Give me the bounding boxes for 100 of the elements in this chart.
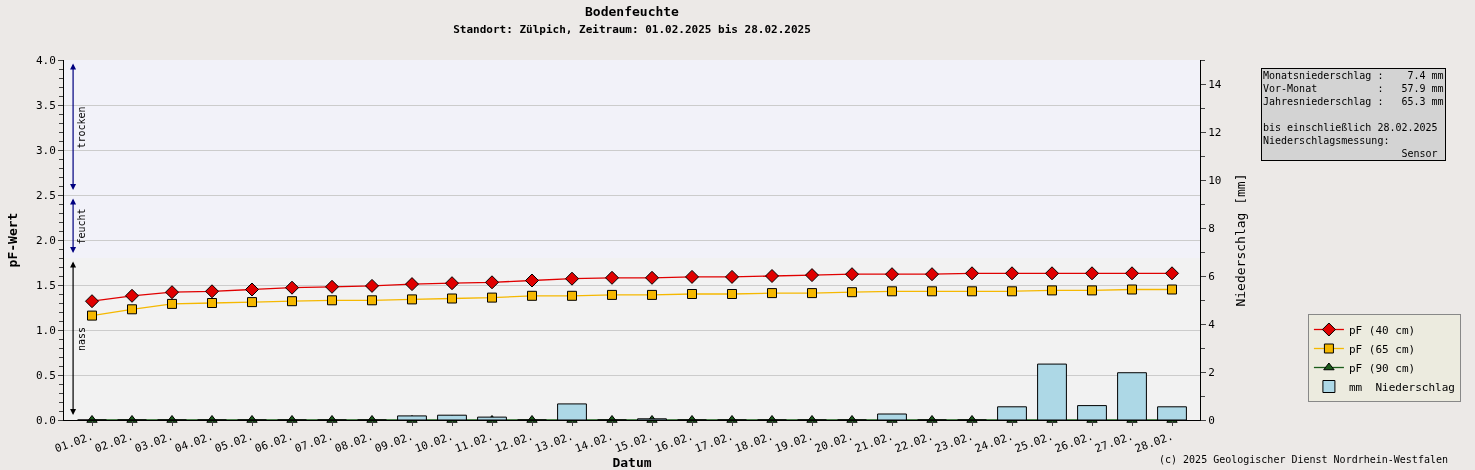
point — [925, 267, 939, 282]
point — [325, 279, 339, 294]
point — [207, 298, 217, 308]
text: (c) 2025 Geologischer Dienst Nordrhein-Westfalen — [1159, 454, 1448, 465]
point — [527, 290, 537, 301]
y-tick-label: 3.0 — [35, 143, 56, 157]
band-label: feucht — [75, 208, 87, 245]
point — [327, 295, 337, 306]
y2-tick-label: 14 — [1208, 77, 1222, 91]
y-tick-label: 1.0 — [35, 323, 56, 337]
y2-tick-label: 0 — [1208, 413, 1215, 427]
x-tick-label: 19.02. — [773, 429, 815, 456]
point — [247, 297, 257, 308]
x-tick-label: 10.02. — [413, 429, 455, 456]
point — [285, 280, 299, 295]
y-tick-label: 2.5 — [35, 188, 56, 202]
point — [87, 310, 97, 321]
y2-tick-label: 12 — [1208, 125, 1222, 139]
x-tick-label: 27.02. — [1093, 429, 1135, 456]
x-tick-label: 25.02. — [1013, 429, 1055, 456]
point — [367, 295, 377, 306]
legend-label: mm Niederschlag — [1348, 380, 1455, 394]
point — [765, 269, 779, 283]
point — [445, 276, 459, 291]
point — [1005, 266, 1019, 281]
x-axis-title: Datum — [612, 455, 652, 470]
point — [607, 289, 617, 300]
point — [1007, 286, 1017, 297]
point — [967, 286, 977, 297]
point — [847, 287, 857, 298]
point — [205, 284, 219, 299]
x-tick-label: 11.02. — [453, 429, 495, 456]
x-tick-label: 20.02. — [813, 429, 855, 456]
point — [685, 269, 699, 284]
point — [125, 288, 139, 303]
point — [565, 271, 579, 286]
x-tick-label: 21.02. — [853, 429, 895, 456]
point — [85, 294, 99, 309]
x-tick-label: 16.02. — [653, 429, 695, 456]
y-tick-label: 0.5 — [35, 368, 56, 382]
x-tick-label: 17.02. — [693, 429, 735, 456]
chart-subtitle: Standort: Zülpich, Zeitraum: 01.02.2025 bis 28.02.2025 — [453, 23, 811, 37]
point — [1167, 284, 1177, 295]
x-tick-label: 04.02. — [173, 429, 215, 456]
chart-title: Bodenfeuchte — [585, 4, 680, 20]
x-tick-label: 08.02. — [333, 429, 375, 456]
x-tick-label: 23.02. — [933, 429, 975, 456]
legend-label: pF (90 cm) — [1348, 361, 1416, 375]
point — [845, 267, 859, 282]
point — [1047, 285, 1057, 296]
y2-tick-label: 8 — [1208, 221, 1215, 235]
point — [965, 266, 979, 281]
text: Monatsniederschlag : 7.4 mm Vor-Monat : 57.9 mm Jahresniederschlag : 65.3 mm bis einschließlich 28.02.2025 Niederschlagsmessung: Sensor — [1263, 70, 1444, 159]
legend-label: pF (65 cm) — [1348, 342, 1416, 356]
y-tick-label: 3.5 — [35, 98, 56, 112]
point — [487, 292, 497, 303]
x-tick-label: 13.02. — [533, 429, 575, 456]
y-tick-label: 4.0 — [35, 53, 56, 67]
point — [365, 278, 379, 293]
point — [1125, 266, 1139, 281]
point — [405, 277, 419, 292]
point — [1045, 266, 1059, 281]
x-tick-label: 03.02. — [133, 429, 175, 456]
point — [287, 296, 297, 307]
point — [727, 289, 737, 299]
point — [807, 288, 817, 299]
x-tick-label: 12.02. — [493, 429, 535, 456]
point — [1087, 285, 1097, 296]
x-tick-label: 18.02. — [733, 429, 775, 456]
point — [165, 285, 179, 300]
point — [567, 290, 577, 301]
y2-tick-label: 6 — [1208, 269, 1215, 283]
x-tick-label: 05.02. — [213, 429, 255, 456]
y-tick-label: 0.0 — [35, 413, 56, 427]
point — [1085, 266, 1099, 281]
point — [525, 273, 539, 288]
x-tick-label: 26.02. — [1053, 429, 1095, 456]
point — [167, 298, 177, 309]
point — [767, 288, 777, 299]
y-tick-label: 1.5 — [35, 278, 56, 292]
x-tick-label: 07.02. — [293, 429, 335, 456]
x-tick-label: 01.02. — [53, 429, 95, 456]
point — [407, 294, 417, 305]
point — [245, 282, 259, 297]
y-tick-label: 2.0 — [35, 233, 56, 247]
y2-tick-label: 4 — [1208, 317, 1216, 331]
point — [485, 275, 499, 290]
point — [645, 270, 659, 285]
y2-tick-label: 10 — [1208, 173, 1222, 187]
point — [885, 267, 899, 282]
point — [127, 304, 137, 315]
point — [887, 286, 897, 297]
point — [1165, 266, 1179, 281]
point — [647, 289, 657, 300]
point — [805, 268, 819, 283]
y2-axis-title: Niederschlag [mm] — [1233, 173, 1249, 307]
x-tick-label: 24.02. — [973, 429, 1015, 456]
x-tick-label: 06.02. — [253, 429, 295, 456]
point — [1127, 284, 1137, 295]
x-tick-label: 09.02. — [373, 429, 415, 456]
